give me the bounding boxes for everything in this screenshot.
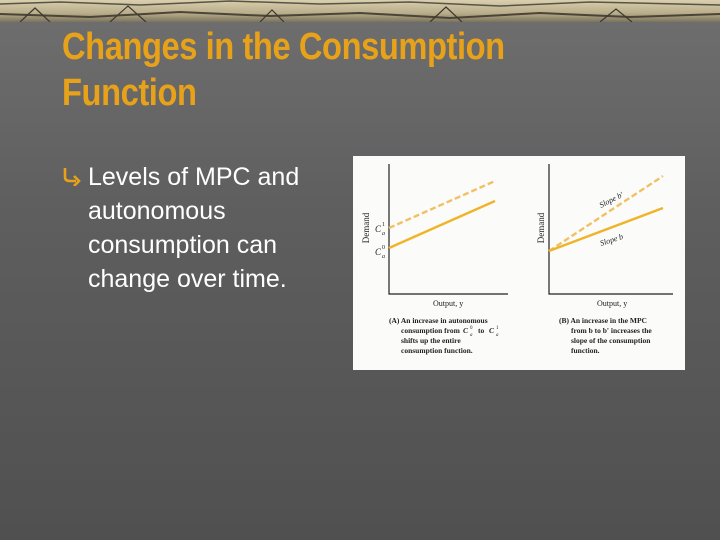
panel-a-axes [388, 164, 508, 295]
panel-a-intercept-bottom-sub: a [382, 254, 385, 260]
svg-text:C: C [375, 247, 382, 257]
bullet-text: Levels of MPC and autonomous consumption… [88, 160, 338, 296]
bullet-text-line: change over time. [88, 265, 287, 293]
panel-a-intercept-top: C [375, 224, 382, 234]
panel-b-slope-lower-label: Slope b [599, 232, 624, 248]
panel-a-intercept-bottom: C [375, 247, 382, 257]
panel-a-caption-line: shifts up the entire [401, 336, 461, 345]
panel-a-solid-line [388, 199, 496, 250]
panel-b-caption-line: (B) An increase in the MPC [559, 316, 647, 325]
bullet-text-line: Levels of MPC and [88, 163, 300, 191]
panel-a-intercept-bottom-sup: 0 [382, 245, 385, 251]
panel-a-caption-line: consumption function. [401, 346, 473, 355]
figure-svg: Demand C 1 a C 0 a Output, y (A) An incr… [361, 164, 673, 355]
panel-b-axes [548, 164, 673, 295]
panel-a-y-axis-label: Demand [361, 212, 371, 243]
panel-b-caption-line: from b to b' increases the [571, 326, 652, 335]
slide-title: Changes in the Consumption Function [62, 24, 578, 116]
slide-title-line-2: Function [62, 72, 197, 114]
panel-b-solid-line [548, 206, 664, 253]
panel-a-caption-line: (A) An increase in autonomous [389, 316, 488, 325]
panel-a-caption-c1: C [489, 326, 495, 335]
panel-a-x-axis-label: Output, y [433, 299, 463, 308]
panel-b-slope-upper-label: Slope b' [598, 190, 625, 210]
panel-b-y-axis-label: Demand [536, 212, 546, 243]
panel-b-caption-line: function. [571, 346, 600, 355]
bullet-text-line: autonomous [88, 197, 226, 225]
consumption-function-figure: Demand C 1 a C 0 a Output, y (A) An incr… [353, 156, 685, 370]
panel-a-caption-c1-sup: 1 [496, 326, 499, 331]
top-band-texture [0, 0, 720, 22]
bullet-text-line: consumption can [88, 231, 278, 259]
curved-arrow-bullet-icon [63, 168, 81, 186]
svg-text:C: C [375, 224, 382, 234]
panel-b-caption-line: slope of the consumption [571, 336, 651, 345]
decorative-top-band [0, 0, 720, 22]
panel-a-caption-line: consumption from [401, 326, 461, 335]
panel-a-caption-line: to [478, 326, 484, 335]
panel-a-intercept-top-sup: 1 [382, 222, 385, 228]
panel-b-x-axis-label: Output, y [597, 299, 627, 308]
slide-title-line-1: Changes in the Consumption [62, 26, 505, 68]
panel-a-caption-c0-sup: 0 [470, 326, 473, 331]
panel-a-intercept-top-sub: a [382, 231, 385, 237]
panel-a-dashed-line [388, 179, 496, 230]
panel-a-caption-c1-sub: a [496, 333, 499, 338]
panel-a-caption-c0: C [463, 326, 469, 335]
panel-a-caption-c0-sub: a [470, 333, 473, 338]
panel-b-dashed-line [548, 174, 664, 253]
